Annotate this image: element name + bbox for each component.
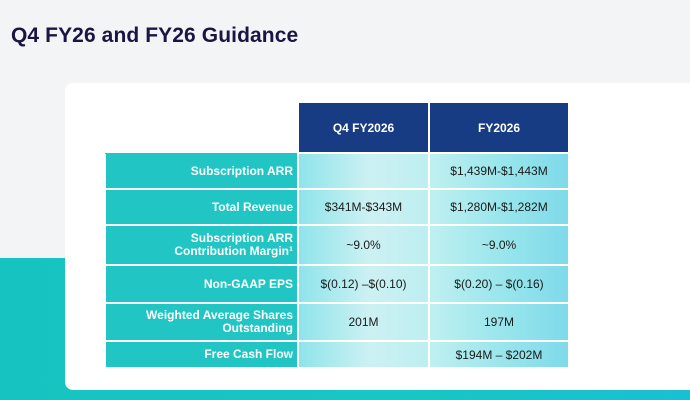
- fy-value: ~9.0%: [428, 224, 570, 266]
- row-label-line: Weighted Average Shares: [146, 308, 293, 322]
- row-label-line: Non-GAAP EPS: [203, 276, 293, 291]
- row-label: Subscription ARR: [104, 152, 299, 190]
- fy-value: $1,439M-$1,443M: [428, 152, 570, 190]
- row-label-line: Total Revenue: [211, 199, 293, 214]
- row-label-line: Subscription ARR: [190, 231, 293, 245]
- row-label-line: Free Cash Flow: [204, 347, 293, 361]
- column-header-fy: FY2026: [428, 101, 570, 154]
- row-label-line: Subscription ARR: [190, 163, 293, 178]
- guidance-table: Q4 FY2026 FY2026 Subscription ARR $1,439…: [104, 101, 570, 369]
- table-row-non-gaap-eps: Non-GAAP EPS $(0.12) –$(0.10) $(0.20) – …: [104, 264, 570, 304]
- row-label-line: Contribution Margin¹: [174, 244, 293, 258]
- row-label-line: Outstanding: [222, 321, 293, 335]
- header-corner: [105, 102, 299, 153]
- fy-value: $1,280M-$1,282M: [428, 188, 570, 226]
- table-header-row: Q4 FY2026 FY2026: [105, 101, 570, 154]
- table-row-free-cash-flow: Free Cash Flow $194M – $202M: [104, 340, 570, 369]
- row-label: Free Cash Flow: [104, 340, 299, 369]
- q4-value: [297, 340, 430, 369]
- q4-value: [297, 152, 430, 190]
- fy-value: 197M: [428, 302, 570, 342]
- fy-value: $194M – $202M: [428, 340, 570, 369]
- fy-value: $(0.20) – $(0.16): [428, 264, 570, 304]
- column-header-q4: Q4 FY2026: [297, 101, 430, 154]
- row-label: Non-GAAP EPS: [104, 264, 299, 304]
- table-row-total-revenue: Total Revenue $341M-$343M $1,280M-$1,282…: [104, 188, 570, 226]
- row-label: Total Revenue: [104, 188, 299, 226]
- q4-value: $341M-$343M: [297, 188, 430, 226]
- table-row-weighted-shares: Weighted Average Shares Outstanding 201M…: [104, 302, 570, 342]
- q4-value: ~9.0%: [297, 224, 430, 266]
- page-title: Q4 FY26 and FY26 Guidance: [11, 24, 299, 47]
- row-label: Subscription ARR Contribution Margin¹: [104, 224, 299, 266]
- table-row-contribution-margin: Subscription ARR Contribution Margin¹ ~9…: [104, 224, 570, 266]
- row-label: Weighted Average Shares Outstanding: [104, 302, 299, 342]
- q4-value: $(0.12) –$(0.10): [297, 264, 430, 304]
- table-row-subscription-arr: Subscription ARR $1,439M-$1,443M: [104, 152, 570, 190]
- q4-value: 201M: [297, 302, 430, 342]
